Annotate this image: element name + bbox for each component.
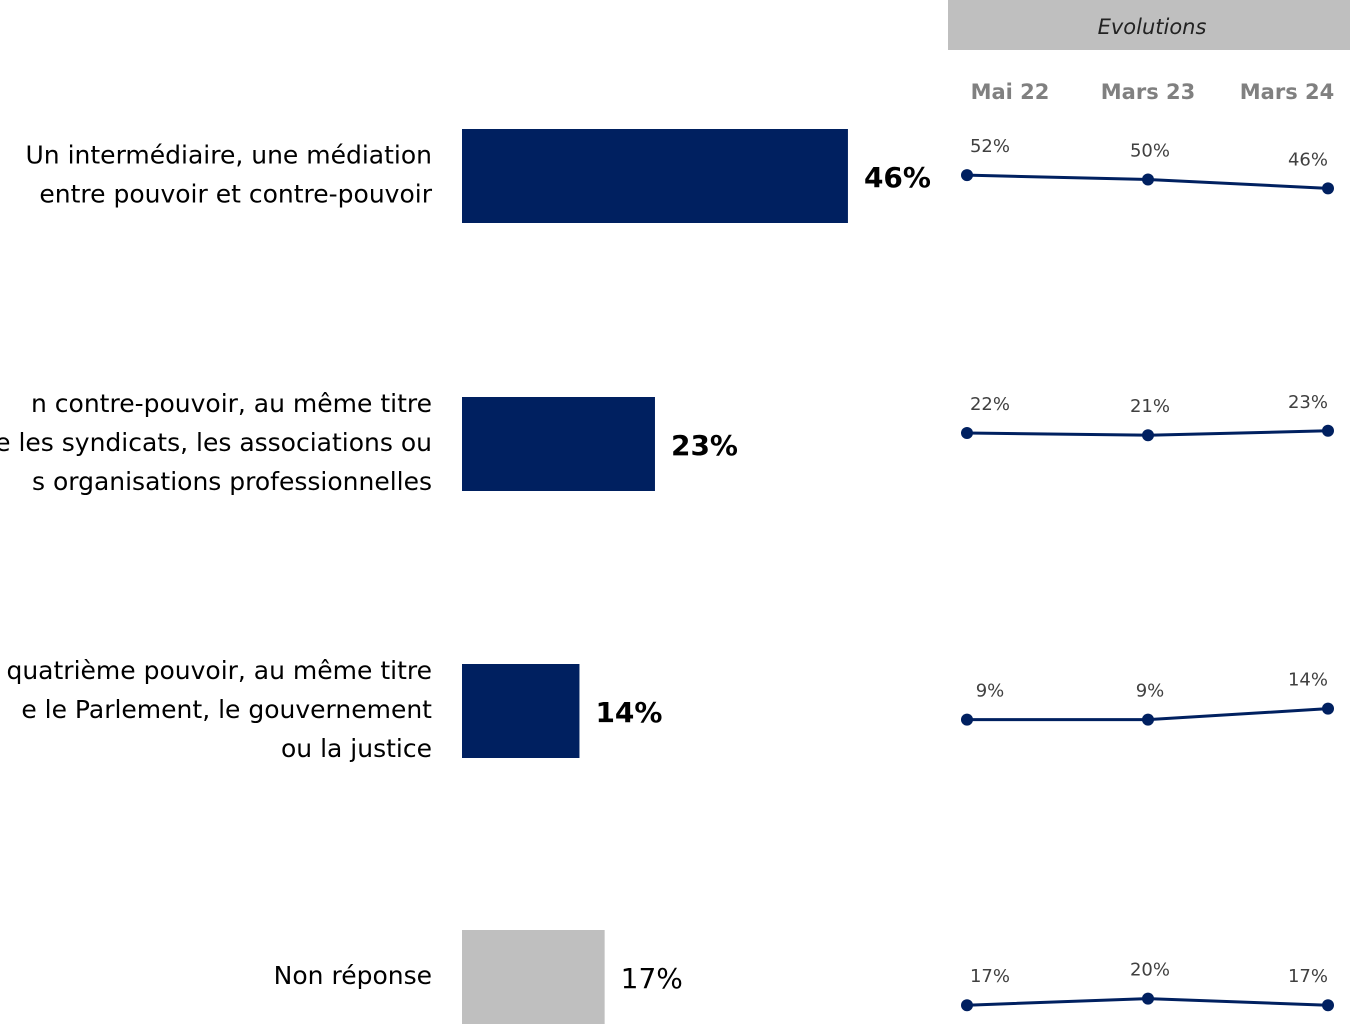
evolutions-title: Evolutions: [1098, 15, 1207, 39]
bar: [462, 397, 655, 491]
trend-point: [961, 999, 973, 1012]
category-label: Non réponse: [274, 961, 432, 990]
period-label: Mars 24: [1240, 80, 1334, 104]
trend-point: [1322, 999, 1334, 1012]
trend-point: [1322, 424, 1334, 437]
value-label: 17%: [621, 962, 683, 995]
category-label: Un intermédiaire, une médiation: [26, 141, 433, 170]
trend-label: 14%: [1288, 670, 1328, 691]
trend-label: 23%: [1288, 392, 1328, 413]
trend-point: [961, 169, 973, 182]
period-label: Mai 22: [971, 80, 1050, 104]
evolutions-header: [948, 0, 1350, 50]
category-label: entre pouvoir et contre-pouvoir: [39, 180, 432, 209]
trend-label: 20%: [1130, 960, 1170, 981]
trend-label: 17%: [970, 966, 1010, 987]
category-label: ou la justice: [281, 734, 432, 763]
trend-label: 21%: [1130, 396, 1170, 417]
trend-label: 46%: [1288, 149, 1328, 170]
trend-label: 9%: [976, 681, 1005, 702]
trend-point: [961, 427, 973, 439]
trend-point: [961, 713, 973, 726]
trend-label: 17%: [1288, 966, 1328, 987]
category-label: quatrième pouvoir, au même titre: [6, 656, 432, 685]
category-label: s organisations professionnelles: [32, 467, 432, 496]
category-label: n contre-pouvoir, au même titre: [31, 389, 432, 418]
trend-label: 50%: [1130, 141, 1170, 162]
trend-point: [1142, 992, 1154, 1005]
bar: [462, 129, 848, 223]
value-label: 23%: [671, 429, 738, 462]
value-label: 14%: [595, 696, 662, 729]
trend-point: [1142, 173, 1154, 186]
trend-point: [1142, 713, 1154, 726]
trend-label: 52%: [970, 136, 1010, 157]
category-label: e les syndicats, les associations ou: [0, 428, 432, 457]
trend-label: 22%: [970, 394, 1010, 415]
bar: [462, 930, 605, 1024]
bar: [462, 664, 580, 758]
trend-label: 9%: [1136, 681, 1165, 702]
trend-point: [1142, 429, 1154, 442]
trend-point: [1322, 182, 1334, 195]
category-label: e le Parlement, le gouvernement: [21, 695, 432, 724]
trend-point: [1322, 702, 1334, 715]
value-label: 46%: [864, 161, 931, 194]
period-label: Mars 23: [1101, 80, 1195, 104]
